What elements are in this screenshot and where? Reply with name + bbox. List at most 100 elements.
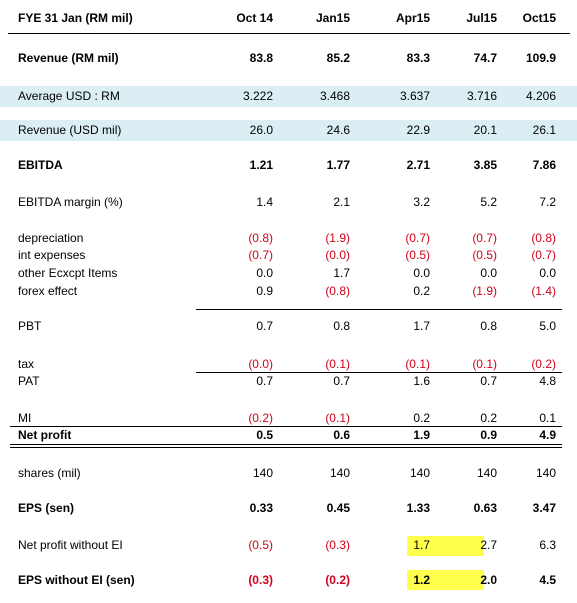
cell: 26.1 — [532, 123, 556, 137]
rule — [196, 372, 562, 373]
cell: 0.8 — [480, 319, 497, 333]
cell: (0.5) — [472, 248, 497, 262]
cell: 0.9 — [480, 428, 497, 442]
rule — [10, 447, 562, 448]
cell: (0.2) — [325, 573, 350, 587]
cell: 4.9 — [539, 428, 556, 442]
cell: 7.86 — [532, 158, 556, 172]
cell: 1.7 — [333, 266, 350, 280]
cell: (1.4) — [531, 284, 556, 298]
row-label: other Ecxcpt Items — [18, 266, 118, 280]
cell: (0.8) — [325, 284, 350, 298]
cell: 0.7 — [333, 374, 350, 388]
cell: 140 — [535, 466, 556, 480]
cell: 7.2 — [539, 195, 556, 209]
cell: (0.3) — [248, 573, 273, 587]
cell: (0.7) — [248, 248, 273, 262]
cell: Oct15 — [522, 11, 556, 25]
cell: 22.9 — [406, 123, 430, 137]
cell: (1.9) — [325, 231, 350, 245]
cell: Jan15 — [315, 11, 350, 25]
row-label: Net profit without EI — [18, 538, 123, 552]
cell: 5.0 — [539, 319, 556, 333]
cell: 3.222 — [242, 89, 273, 103]
cell: 0.7 — [256, 319, 273, 333]
cell: Oct 14 — [236, 11, 273, 25]
row-label: Net profit — [18, 428, 72, 442]
rule — [8, 33, 570, 34]
cell: 0.8 — [333, 319, 350, 333]
cell: 140 — [329, 466, 350, 480]
cell: (0.2) — [248, 411, 273, 425]
cell: 0.0 — [256, 266, 273, 280]
cell: 20.1 — [473, 123, 497, 137]
cell: 6.3 — [539, 538, 556, 552]
cell: 83.8 — [249, 51, 273, 65]
cell: (0.1) — [405, 357, 430, 371]
cell: (0.8) — [531, 231, 556, 245]
row-label: shares (mil) — [18, 466, 81, 480]
cell: 3.47 — [532, 501, 556, 515]
cell: 0.7 — [256, 374, 273, 388]
cell: 0.5 — [256, 428, 273, 442]
cell: 3.716 — [466, 89, 497, 103]
cell: (0.2) — [531, 357, 556, 371]
cell: (0.8) — [248, 231, 273, 245]
cell: 3.2 — [413, 195, 430, 209]
cell: 0.45 — [326, 501, 350, 515]
cell: (0.1) — [325, 411, 350, 425]
cell: (0.5) — [405, 248, 430, 262]
row-label: depreciation — [18, 231, 84, 245]
cell: 1.33 — [406, 501, 430, 515]
cell: 0.7 — [480, 374, 497, 388]
cell: 140 — [476, 466, 497, 480]
cell: 1.77 — [326, 158, 350, 172]
row-label: EBITDA margin (%) — [18, 195, 123, 209]
row-label: FYE 31 Jan (RM mil) — [18, 11, 133, 25]
row-label: tax — [18, 357, 35, 371]
row-label: EPS without EI (sen) — [18, 573, 135, 587]
cell: (0.1) — [325, 357, 350, 371]
cell: 2.1 — [333, 195, 350, 209]
cell: 4.5 — [539, 573, 556, 587]
highlight — [407, 536, 484, 556]
row-label: int expenses — [18, 248, 86, 262]
cell: (0.7) — [531, 248, 556, 262]
cell: 0.63 — [473, 501, 497, 515]
cell: (0.5) — [248, 538, 273, 552]
row-label: EBITDA — [18, 158, 63, 172]
row-label: Average USD : RM — [18, 89, 120, 103]
cell: 2.0 — [480, 573, 497, 587]
cell: 2.7 — [480, 538, 497, 552]
cell: (0.1) — [472, 357, 497, 371]
band — [0, 86, 577, 107]
cell: 0.0 — [480, 266, 497, 280]
row-label: Revenue (USD mil) — [18, 123, 122, 137]
cell: 1.9 — [413, 428, 430, 442]
cell: 3.85 — [473, 158, 497, 172]
cell: Jul15 — [466, 11, 497, 25]
cell: 4.206 — [525, 89, 556, 103]
cell: 0.1 — [539, 411, 556, 425]
cell: 0.6 — [333, 428, 350, 442]
cell: 0.0 — [413, 266, 430, 280]
row-label: PBT — [18, 319, 42, 333]
rule — [10, 444, 562, 445]
band — [0, 120, 577, 141]
cell: (0.7) — [472, 231, 497, 245]
cell: 2.71 — [406, 158, 430, 172]
cell: 0.33 — [249, 501, 273, 515]
cell: 1.7 — [413, 538, 430, 552]
cell: 0.9 — [256, 284, 273, 298]
cell: 4.8 — [539, 374, 556, 388]
highlight — [407, 570, 484, 590]
cell: Apr15 — [395, 11, 430, 25]
rule — [196, 309, 562, 310]
row-label: Revenue (RM mil) — [18, 51, 119, 65]
cell: 5.2 — [480, 195, 497, 209]
rule — [10, 426, 562, 427]
cell: 109.9 — [525, 51, 556, 65]
cell: 1.21 — [249, 158, 273, 172]
cell: (0.0) — [248, 357, 273, 371]
